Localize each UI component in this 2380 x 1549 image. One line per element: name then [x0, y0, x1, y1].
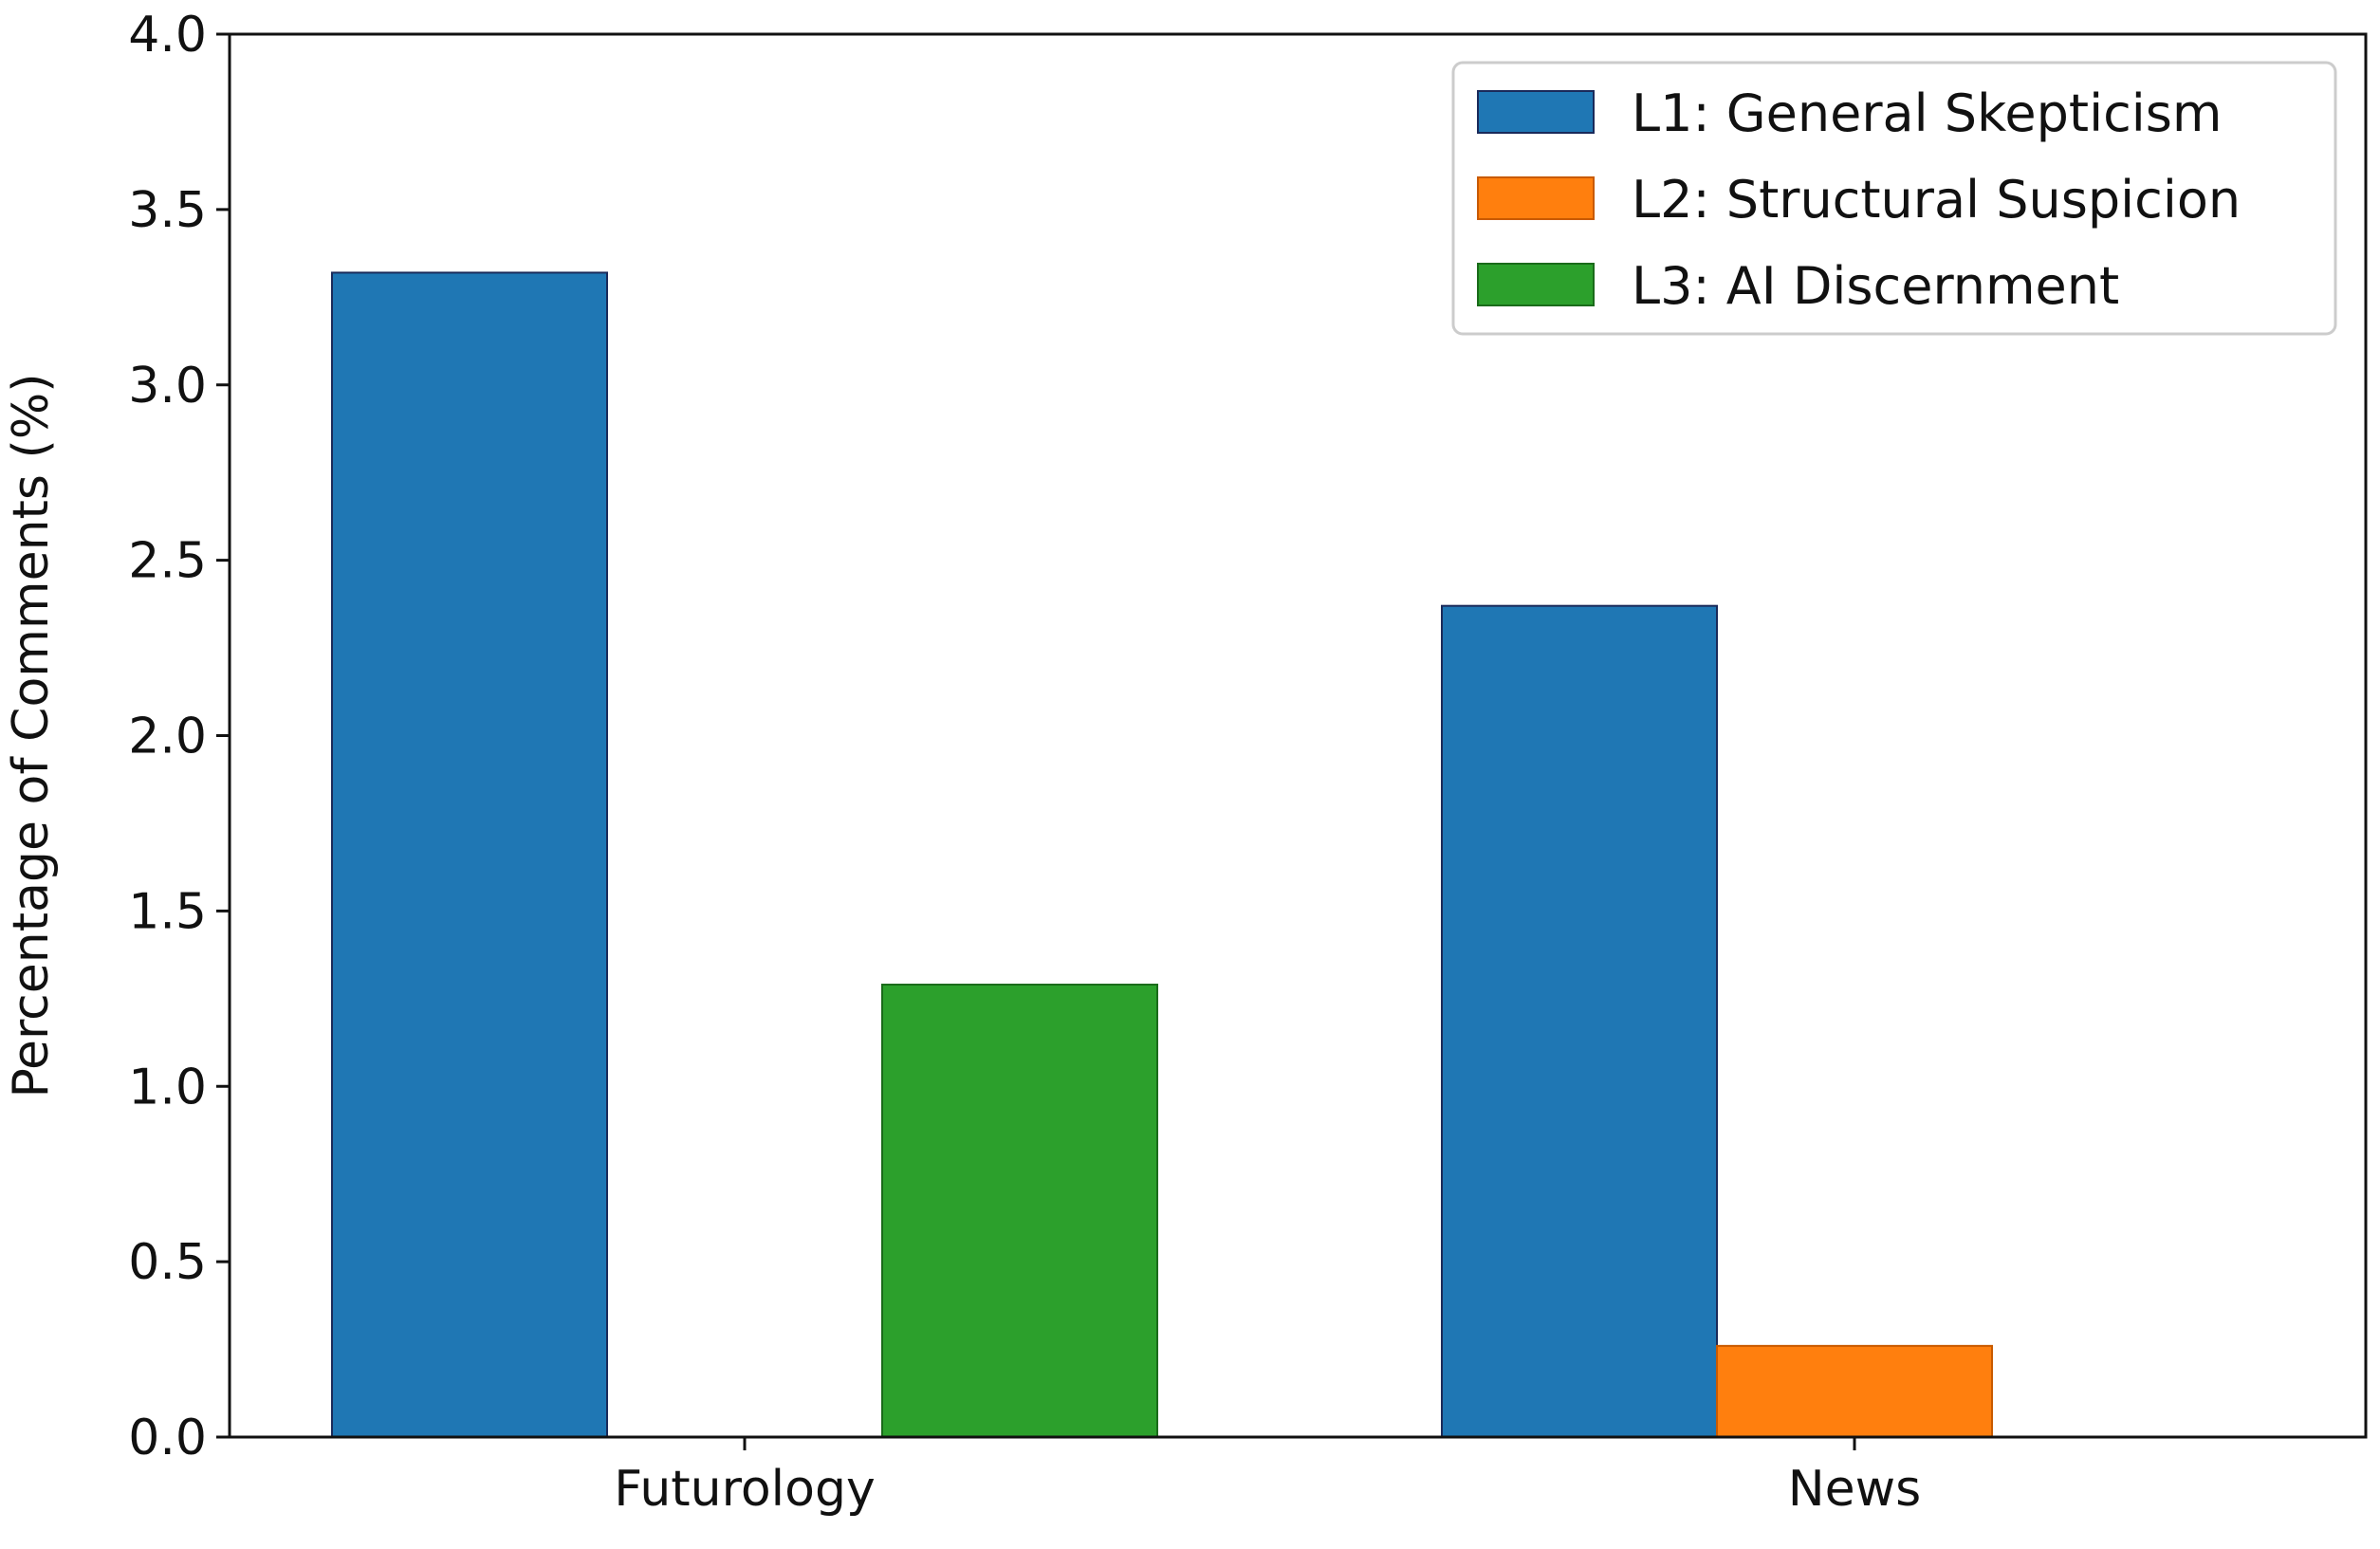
bar-0-series-0	[331, 271, 608, 1438]
bar-0-series-2	[881, 984, 1158, 1438]
legend-item: L2: Structural Suspicion	[1477, 170, 2241, 230]
legend-item: L3: AI Discernment	[1477, 256, 2119, 316]
y-axis-ticks: 0.0 0.5 1.0 1.5 2.0 2.5 3.0 3.5 4.0	[128, 7, 230, 1466]
y-tick-label: 1.5	[128, 883, 207, 940]
y-tick-label: 4.0	[128, 7, 207, 64]
legend-item: L1: General Skepticism	[1477, 83, 2223, 143]
legend-swatch	[1477, 263, 1595, 306]
y-tick: 3.0	[128, 358, 230, 415]
legend-label: L1: General Skepticism	[1632, 83, 2223, 143]
legend-swatch	[1477, 176, 1595, 220]
y-tick-label: 3.5	[128, 182, 207, 239]
x-tick-label: Futurology	[614, 1461, 875, 1518]
x-tick: Futurology	[614, 1437, 876, 1518]
y-tick: 1.0	[128, 1059, 230, 1116]
bar-1-series-1	[1716, 1344, 1993, 1438]
x-tick: News	[1788, 1437, 1922, 1518]
y-tick: 4.0	[128, 7, 230, 64]
y-tick-label: 1.0	[128, 1059, 207, 1116]
y-axis-label: Percentage of Comments (%)	[3, 373, 60, 1097]
y-tick: 3.5	[128, 182, 230, 239]
legend-box	[1451, 61, 2337, 336]
y-tick-label: 0.0	[128, 1410, 207, 1466]
y-tick-label: 2.5	[128, 533, 207, 590]
y-tick: 2.0	[128, 709, 230, 765]
x-axis-ticks: Futurology News	[614, 1437, 1921, 1518]
y-tick-label: 0.5	[128, 1234, 207, 1291]
y-tick: 0.5	[128, 1234, 230, 1291]
legend: L1: General Skepticism L2: Structural Sus…	[1451, 61, 2337, 336]
bar-1-series-0	[1441, 604, 1718, 1438]
legend-label: L2: Structural Suspicion	[1632, 170, 2241, 230]
y-tick: 2.5	[128, 533, 230, 590]
y-tick: 0.0	[128, 1410, 230, 1466]
y-tick-label: 3.0	[128, 358, 207, 415]
y-tick: 1.5	[128, 883, 230, 940]
bars-layer	[331, 271, 1993, 1438]
x-tick-label: News	[1788, 1461, 1922, 1518]
y-tick-label: 2.0	[128, 709, 207, 765]
legend-label: L3: AI Discernment	[1632, 256, 2119, 316]
legend-swatch	[1477, 90, 1595, 134]
